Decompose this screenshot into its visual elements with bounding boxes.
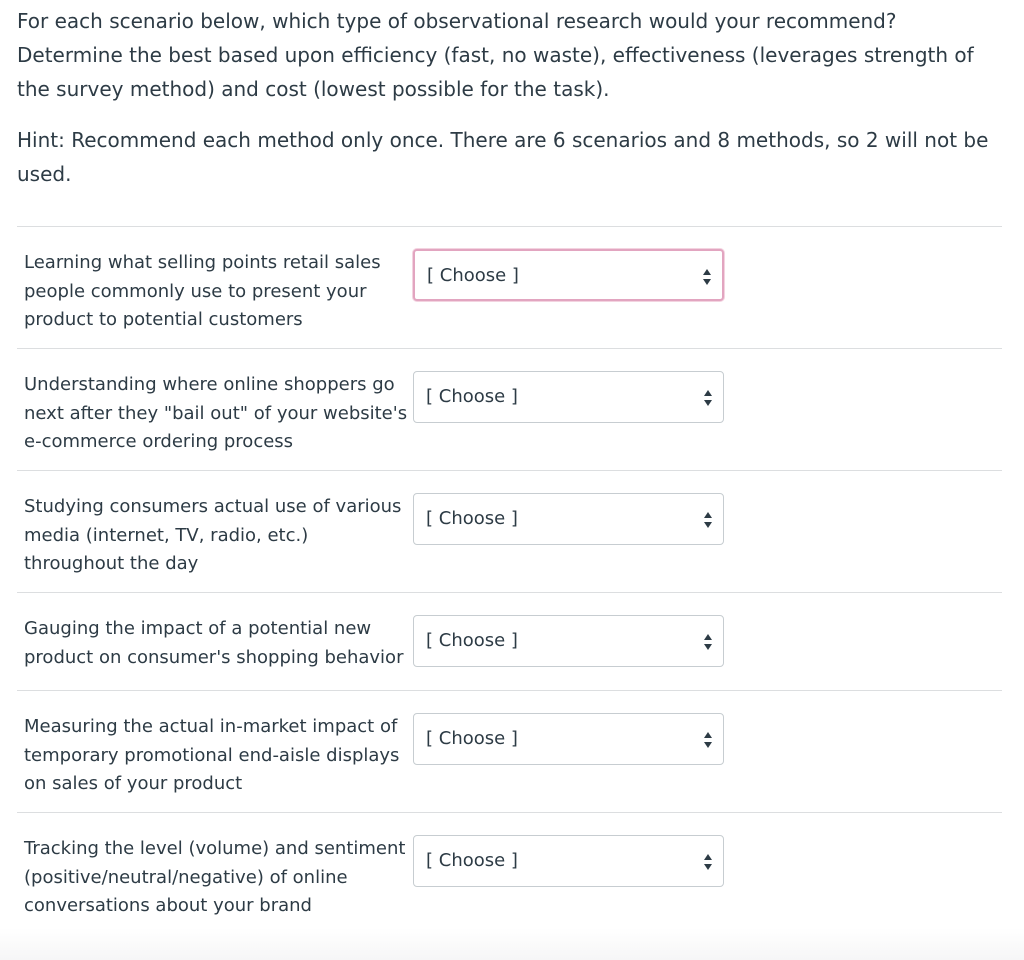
- method-select-2[interactable]: [ Choose ]: [413, 371, 724, 423]
- select-value: [ Choose ]: [426, 850, 518, 871]
- scenario-text: Studying consumers actual use of various…: [24, 496, 402, 574]
- select-arrows-icon: [703, 852, 713, 872]
- matching-list: Learning what selling points retail sale…: [17, 226, 1002, 927]
- method-select-4[interactable]: [ Choose ]: [413, 615, 724, 667]
- method-select-1[interactable]: [ Choose ]: [413, 249, 724, 301]
- matching-row-2: Understanding where online shoppers go n…: [17, 349, 1002, 471]
- matching-row-1: Learning what selling points retail sale…: [17, 227, 1002, 349]
- question-prompt: For each scenario below, which type of o…: [17, 4, 1007, 191]
- matching-row-6: Tracking the level (volume) and sentimen…: [17, 813, 1002, 927]
- select-value: [ Choose ]: [426, 508, 518, 529]
- method-select-3[interactable]: [ Choose ]: [413, 493, 724, 545]
- scenario-text: Understanding where online shoppers go n…: [24, 374, 408, 452]
- instructions-text: For each scenario below, which type of o…: [17, 9, 974, 101]
- matching-row-5: Measuring the actual in-market impact of…: [17, 691, 1002, 813]
- select-value: [ Choose ]: [426, 630, 518, 651]
- method-select-5[interactable]: [ Choose ]: [413, 713, 724, 765]
- hint-text: Hint: Recommend each method only once. T…: [17, 128, 989, 186]
- select-arrows-icon: [702, 267, 712, 287]
- select-arrows-icon: [703, 632, 713, 652]
- matching-row-3: Studying consumers actual use of various…: [17, 471, 1002, 593]
- method-select-6[interactable]: [ Choose ]: [413, 835, 724, 887]
- select-value: [ Choose ]: [426, 386, 518, 407]
- select-arrows-icon: [703, 730, 713, 750]
- scenario-text: Gauging the impact of a potential new pr…: [24, 618, 404, 668]
- select-arrows-icon: [703, 510, 713, 530]
- scenario-text: Learning what selling points retail sale…: [24, 252, 381, 330]
- matching-row-4: Gauging the impact of a potential new pr…: [17, 593, 1002, 691]
- select-value: [ Choose ]: [426, 728, 518, 749]
- page-footer-shade: [0, 928, 1024, 960]
- select-value: [ Choose ]: [427, 265, 519, 286]
- select-arrows-icon: [703, 388, 713, 408]
- scenario-text: Tracking the level (volume) and sentimen…: [24, 838, 406, 916]
- scenario-text: Measuring the actual in-market impact of…: [24, 716, 400, 794]
